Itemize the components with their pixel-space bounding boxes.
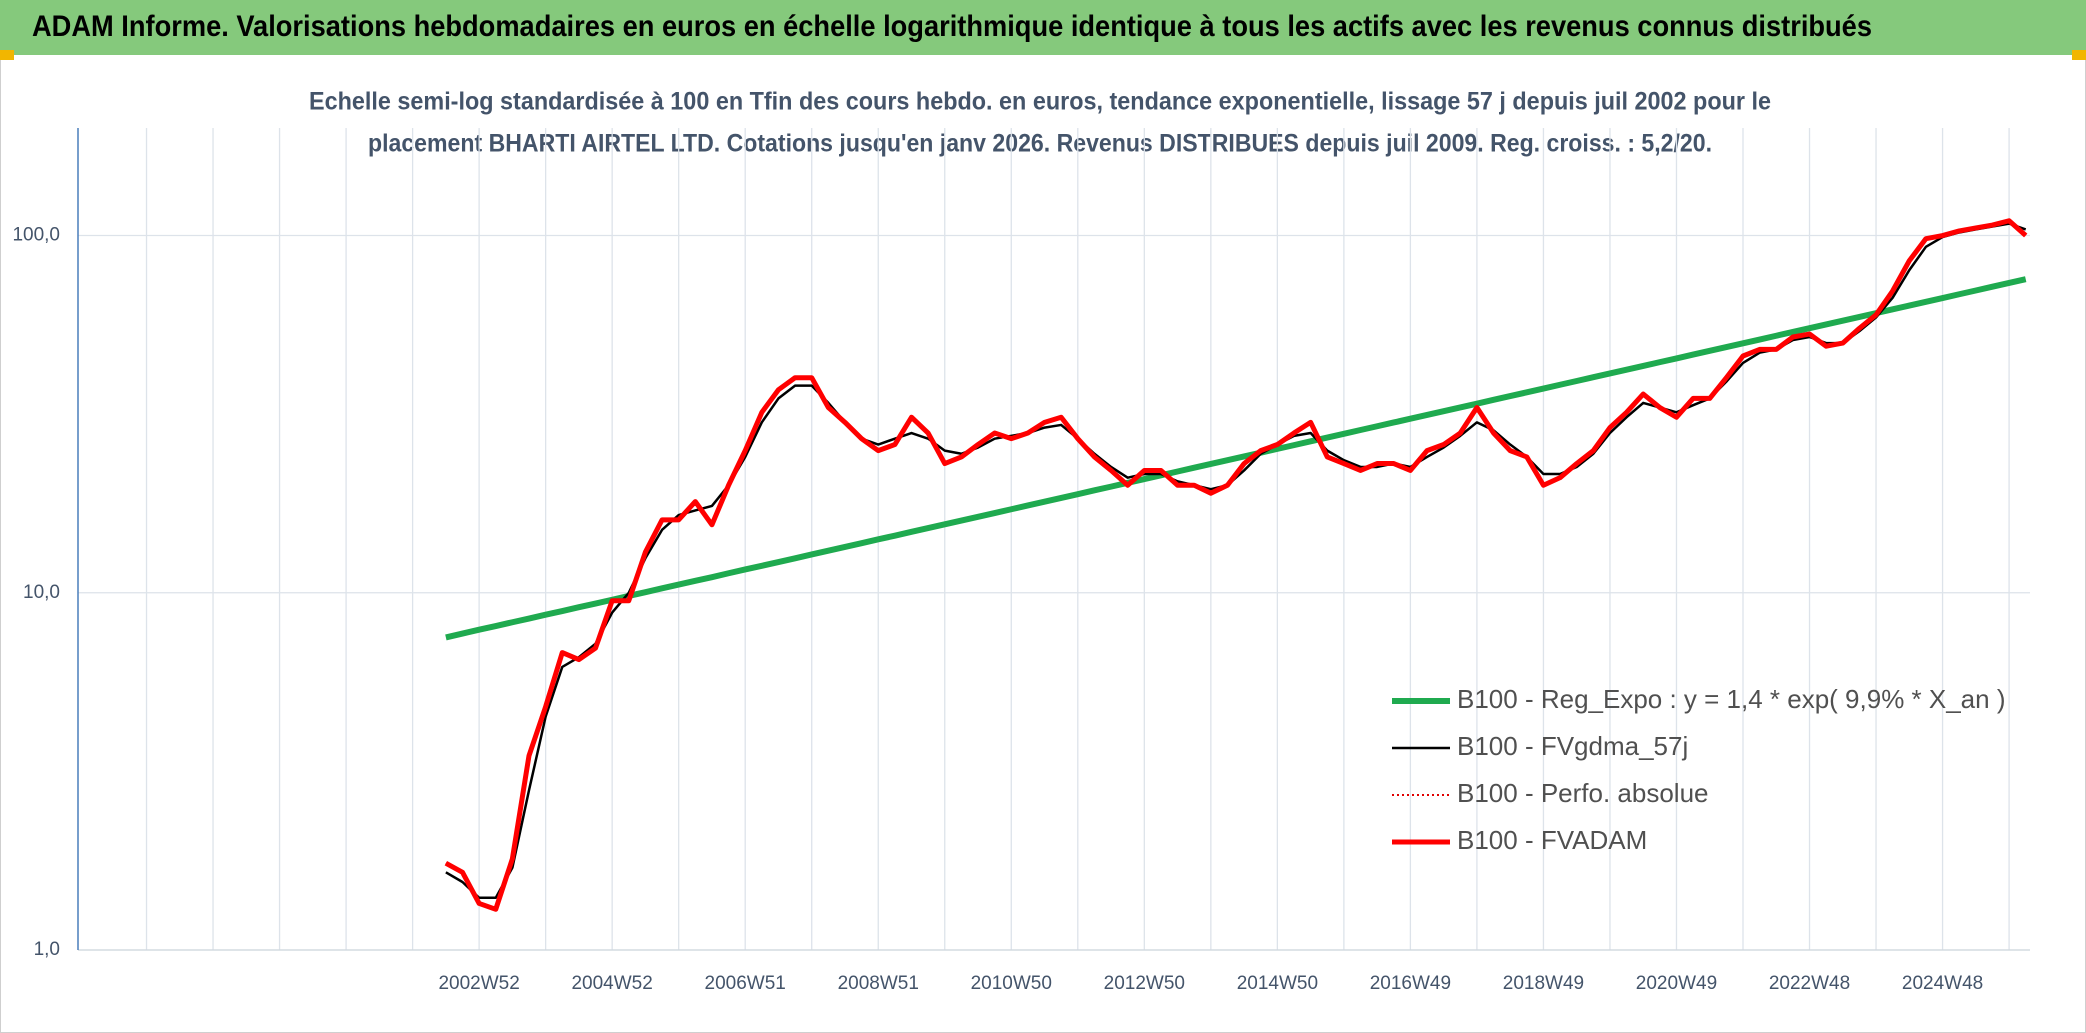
x-tick-label: 2006W51 xyxy=(705,973,786,994)
corner xyxy=(2072,50,2086,60)
chart-subtitle: Echelle semi-log standardisée à 100 en T… xyxy=(309,88,1771,116)
plot xyxy=(444,218,2028,912)
title-bar xyxy=(0,0,2086,55)
y-tick-label: 1,0 xyxy=(34,939,60,960)
x-tick-label: 2008W51 xyxy=(838,973,919,994)
x-tick-label: 2024W48 xyxy=(1902,973,1983,994)
series-line xyxy=(444,218,2028,912)
x-tick-label: 2004W52 xyxy=(571,973,652,994)
legend: B100 - Reg_Expo : y = 1,4 * exp( 9,9% * … xyxy=(1392,684,2006,855)
legend-label: B100 - FVgdma_57j xyxy=(1457,731,1688,761)
legend-label: B100 - Reg_Expo : y = 1,4 * exp( 9,9% * … xyxy=(1457,684,2006,714)
y-tick-label: 100,0 xyxy=(12,225,60,246)
legend-label: B100 - Perfo. absolue xyxy=(1457,778,1709,808)
y-tick-label: 10,0 xyxy=(23,582,60,603)
x-tick-label: 2014W50 xyxy=(1237,973,1318,994)
x-tick-label: 2018W49 xyxy=(1503,973,1584,994)
series-line xyxy=(445,276,2027,641)
x-tick-label: 2020W49 xyxy=(1636,973,1717,994)
corner xyxy=(0,50,14,60)
chart-subtitle: placement BHARTI AIRTEL LTD. Cotations j… xyxy=(368,130,1712,158)
x-tick-label: 2022W48 xyxy=(1769,973,1850,994)
grid: 1,0 10,0 100,0 2002W52 2004W52 2006W51 2008W51… xyxy=(12,128,2030,994)
x-tick-label: 2012W50 xyxy=(1104,973,1185,994)
page-title: ADAM Informe. Valorisations hebdomadaire… xyxy=(32,10,1872,43)
x-tick-label: 2002W52 xyxy=(438,973,519,994)
x-tick-label: 2016W49 xyxy=(1370,973,1451,994)
x-tick-label: 2010W50 xyxy=(971,973,1052,994)
legend-label: B100 - FVADAM xyxy=(1457,825,1647,855)
